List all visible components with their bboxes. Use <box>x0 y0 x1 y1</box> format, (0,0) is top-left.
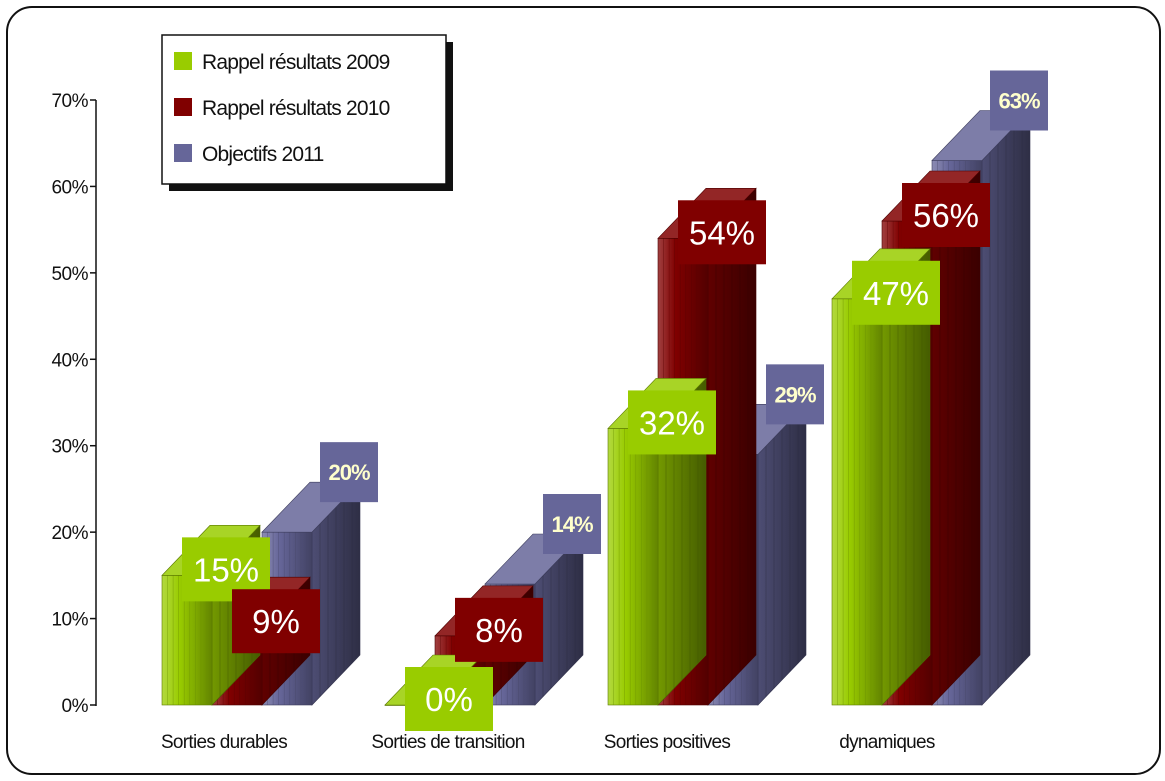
y-tick-label: 20% <box>51 523 88 544</box>
data-label-text: 63% <box>998 89 1039 114</box>
y-tick-label: 60% <box>51 177 88 198</box>
x-category-label: Sorties durables <box>161 732 287 753</box>
data-label: 9% <box>232 589 320 654</box>
data-label-text: 15% <box>193 551 259 588</box>
data-label: 32% <box>628 390 716 455</box>
y-tick-label: 70% <box>51 91 88 112</box>
data-label-text: 32% <box>639 404 705 441</box>
data-label-text: 56% <box>913 197 979 234</box>
data-label: 56% <box>902 183 990 247</box>
data-label: 63% <box>990 70 1048 131</box>
data-label-text: 0% <box>425 681 473 718</box>
bars <box>161 109 1031 706</box>
category-labels: Sorties durables Sorties de transition Sor… <box>161 732 936 753</box>
y-tick-label: 0% <box>62 696 89 717</box>
data-labels: 15% 9% 20% 0%8% 14% 32% 54% 29% 47% 56% 63% <box>182 70 1048 731</box>
data-label: 15% <box>182 537 270 602</box>
data-label: 14% <box>543 494 601 554</box>
data-label: 29% <box>766 364 824 425</box>
y-axis: 0% 10% 20% 30% 40% 50% 60% 70% <box>51 91 97 717</box>
y-tick-label: 10% <box>51 610 88 631</box>
legend-label: Rappel résultats 2009 <box>202 51 390 74</box>
data-label-text: 8% <box>475 612 523 649</box>
data-label-text: 9% <box>252 603 300 640</box>
y-tick-label: 40% <box>51 350 88 371</box>
legend-label: Rappel résultats 2010 <box>202 97 390 120</box>
data-label: 54% <box>678 200 766 265</box>
data-label: 8% <box>455 597 543 662</box>
data-label-text: 54% <box>689 214 755 251</box>
x-category-label: Sorties positives <box>604 732 731 753</box>
legend-swatch <box>174 98 192 116</box>
data-label-text: 20% <box>328 460 369 485</box>
data-label: 20% <box>320 442 378 503</box>
data-label-text: 14% <box>551 512 592 537</box>
y-tick-label: 50% <box>51 264 88 285</box>
y-tick-label: 30% <box>51 437 88 458</box>
data-label: 0% <box>405 667 493 731</box>
legend-box <box>161 34 447 185</box>
legend-label: Objectifs 2011 <box>202 143 324 166</box>
bar-rappel-r-sultats-2009-3 <box>831 248 931 706</box>
x-category-label: Sorties de transition <box>371 732 524 753</box>
legend: Rappel résultats 2009 Rappel résultats 20… <box>161 34 453 191</box>
data-label: 47% <box>852 260 940 325</box>
data-label-text: 47% <box>863 275 929 312</box>
legend-swatch <box>174 144 192 162</box>
x-category-label: dynamiques <box>839 732 935 753</box>
legend-swatch <box>174 52 192 70</box>
data-label-text: 29% <box>774 382 815 407</box>
